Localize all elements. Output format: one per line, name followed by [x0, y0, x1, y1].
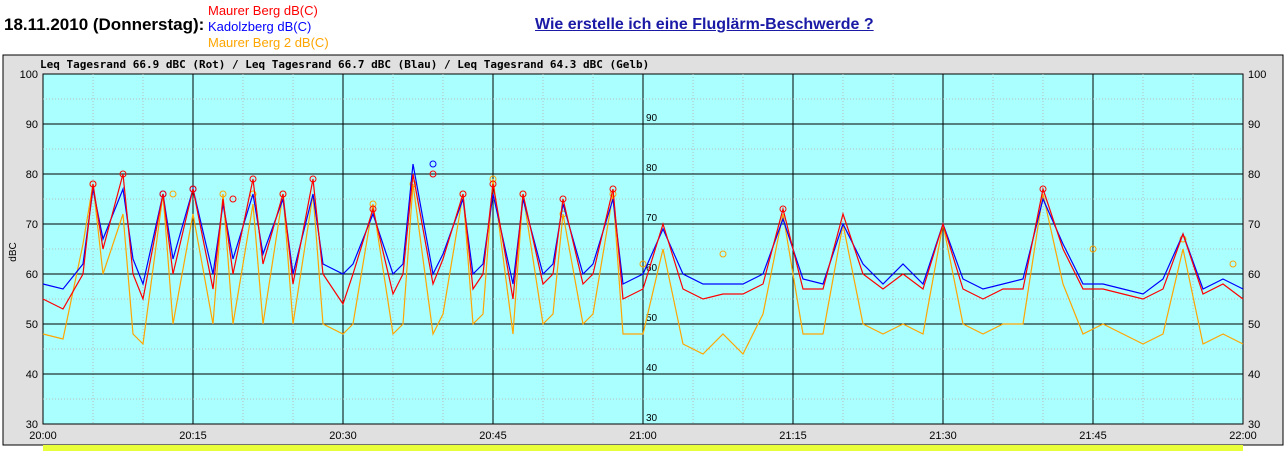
- peak-marker: [489, 180, 497, 188]
- peak-marker: [1089, 245, 1097, 253]
- peak-marker: [169, 190, 177, 198]
- y-axis-label: dBC: [8, 242, 19, 261]
- peak-marker: [369, 205, 377, 213]
- peak-marker: [119, 170, 127, 178]
- legend-item-maurer-berg: Maurer Berg dB(C): [208, 3, 318, 18]
- peak-marker: [159, 190, 167, 198]
- y-tick-label-right: 80: [1248, 169, 1260, 181]
- chart-title: Leq Tagesrand 66.9 dBC (Rot) / Leq Tages…: [40, 58, 649, 71]
- x-tick-label: 20:15: [179, 430, 207, 442]
- peak-marker: [89, 180, 97, 188]
- y-tick-label-right: 90: [1248, 119, 1260, 131]
- peak-marker: [189, 185, 197, 193]
- x-tick-label: 20:00: [29, 430, 57, 442]
- y-tick-label-left: 100: [20, 69, 38, 81]
- y-tick-label-right: 70: [1248, 219, 1260, 231]
- peak-marker: [559, 195, 567, 203]
- y-tick-label-left: 30: [26, 419, 38, 431]
- x-tick-label: 21:15: [779, 430, 807, 442]
- peak-marker: [1179, 235, 1187, 243]
- bottom-strip: [43, 445, 1243, 451]
- peak-marker: [719, 250, 727, 258]
- peak-marker: [429, 170, 437, 178]
- peak-marker: [249, 175, 257, 183]
- legend: Maurer Berg dB(C) Kadolzberg dB(C) Maure…: [208, 3, 329, 51]
- date-heading: 18.11.2010 (Donnerstag):: [4, 15, 205, 34]
- peak-marker: [779, 205, 787, 213]
- legend-item-maurer-berg-2: Maurer Berg 2 dB(C): [208, 35, 329, 50]
- legend-item-kadolzberg: Kadolzberg dB(C): [208, 19, 312, 34]
- peak-marker: [1039, 185, 1047, 193]
- y-tick-label-left: 60: [26, 269, 38, 281]
- peak-marker: [1229, 260, 1237, 268]
- peak-marker: [459, 190, 467, 198]
- peak-marker: [639, 260, 647, 268]
- y-tick-label-left: 80: [26, 169, 38, 181]
- x-tick-label: 21:45: [1079, 430, 1107, 442]
- center-y-tick-label: 50: [646, 313, 658, 324]
- peak-marker: [229, 195, 237, 203]
- peak-marker: [429, 160, 437, 168]
- y-tick-label-right: 40: [1248, 369, 1260, 381]
- y-tick-label-left: 90: [26, 119, 38, 131]
- y-tick-label-right: 30: [1248, 419, 1260, 431]
- y-axis-ticks: 30 30 40 40 50 50 60 60 70 70 80 80 90 90 100 100: [20, 69, 1267, 431]
- center-y-tick-label: 90: [646, 113, 658, 124]
- center-y-ticks: 30 40 50 60 70 80 90: [646, 113, 658, 424]
- peak-marker: [279, 190, 287, 198]
- y-tick-label-left: 50: [26, 319, 38, 331]
- x-tick-label: 20:45: [479, 430, 507, 442]
- y-tick-label-right: 60: [1248, 269, 1260, 281]
- x-tick-label: 20:30: [329, 430, 357, 442]
- peak-marker: [519, 190, 527, 198]
- peak-marker: [309, 175, 317, 183]
- peak-marker: [609, 185, 617, 193]
- complaint-help-link[interactable]: Wie erstelle ich eine Fluglärm-Beschwerd…: [535, 16, 874, 33]
- y-tick-label-right: 50: [1248, 319, 1260, 331]
- x-axis-ticks: 20:00 20:15 20:30 20:45 21:00 21:15 21:30 21:45…: [29, 430, 1257, 442]
- center-y-tick-label: 80: [646, 163, 658, 174]
- peak-marker: [489, 175, 497, 183]
- series-line-maurer-berg-db-c-: [42, 173, 1244, 310]
- x-tick-label: 22:00: [1229, 430, 1257, 442]
- center-y-tick-label: 40: [646, 363, 658, 374]
- y-tick-label-right: 100: [1248, 69, 1266, 81]
- center-y-tick-label: 60: [646, 263, 658, 274]
- noise-level-chart: Leq Tagesrand 66.9 dBC (Rot) / Leq Tages…: [2, 54, 1284, 451]
- y-tick-label-left: 70: [26, 219, 38, 231]
- peak-marker: [219, 190, 227, 198]
- center-y-tick-label: 30: [646, 413, 658, 424]
- x-tick-label: 21:00: [629, 430, 657, 442]
- center-y-tick-label: 70: [646, 213, 658, 224]
- y-tick-label-left: 40: [26, 369, 38, 381]
- peak-marker: [409, 180, 417, 188]
- series-layer: [42, 160, 1244, 356]
- x-tick-label: 21:30: [929, 430, 957, 442]
